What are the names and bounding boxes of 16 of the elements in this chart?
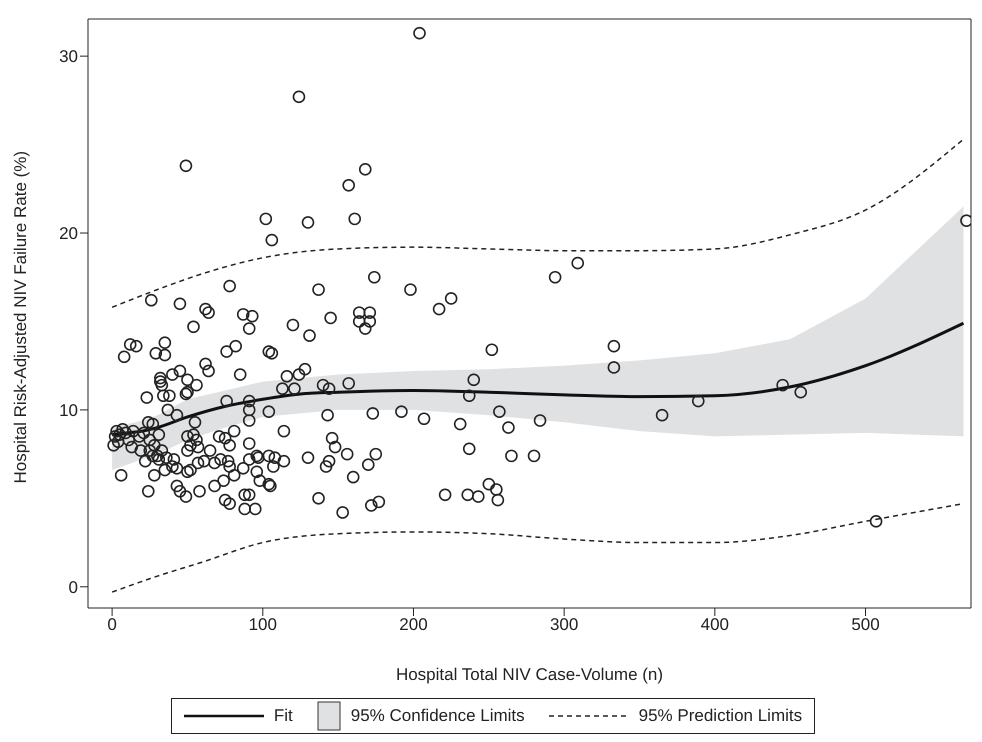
y-tick-label: 0 xyxy=(68,578,78,597)
x-tick-label: 400 xyxy=(700,615,730,634)
x-tick-label: 0 xyxy=(107,615,117,634)
y-tick-label: 20 xyxy=(59,224,78,244)
x-tick-label: 300 xyxy=(550,615,578,634)
text: 95% Confidence Limits xyxy=(350,706,525,726)
legend-label: Fit xyxy=(274,706,293,726)
y-tick-label: 10 xyxy=(59,400,78,420)
legend-label: 95% Prediction Limits xyxy=(638,706,802,726)
x-tick-label: 100 xyxy=(248,615,277,634)
y-tick-label: 30 xyxy=(59,47,78,66)
x-tick-label: 200 xyxy=(399,615,428,634)
x-axis-title: Hospital Total NIV Case-Volume (n) xyxy=(396,665,664,684)
line-series xyxy=(111,138,964,308)
y-axis-title: Hospital Risk-Adjusted NIV Failure Rate (%) xyxy=(11,150,30,484)
x-tick-label: 500 xyxy=(851,615,880,634)
